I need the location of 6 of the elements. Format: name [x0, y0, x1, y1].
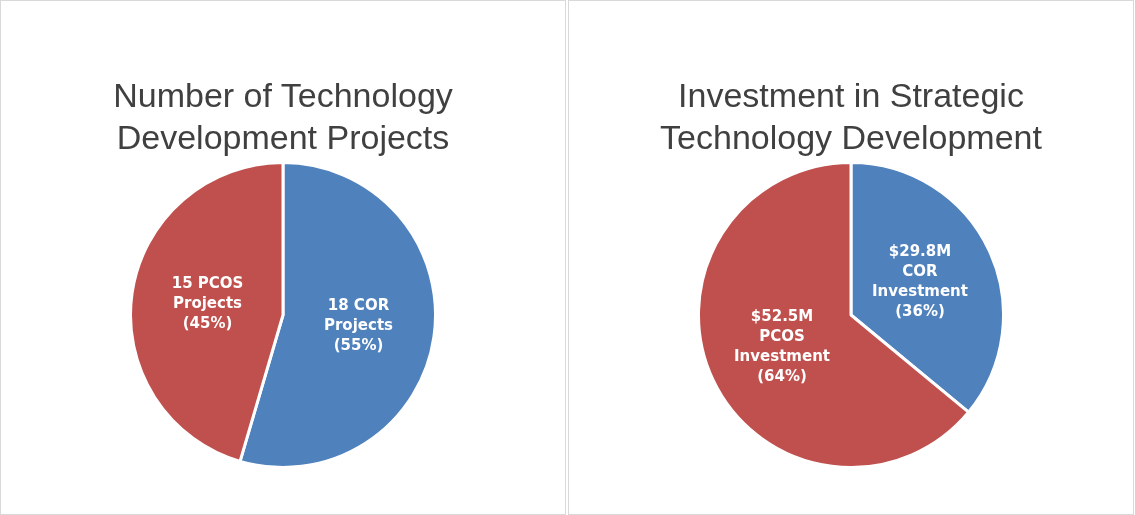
- data-label: $52.5M PCOS Investment (64%): [734, 307, 830, 386]
- data-label: $29.8M COR Investment (36%): [872, 242, 968, 321]
- data-label: 15 PCOS Projects (45%): [171, 274, 244, 333]
- chart-title: Number of Technology Development Projects: [113, 75, 453, 157]
- data-label: 18 COR Projects (55%): [323, 295, 394, 354]
- chart-title: Investment in Strategic Technology Development: [660, 75, 1043, 157]
